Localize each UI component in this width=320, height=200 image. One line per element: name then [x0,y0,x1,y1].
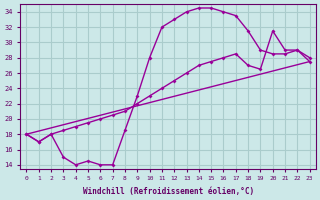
X-axis label: Windchill (Refroidissement éolien,°C): Windchill (Refroidissement éolien,°C) [83,187,254,196]
